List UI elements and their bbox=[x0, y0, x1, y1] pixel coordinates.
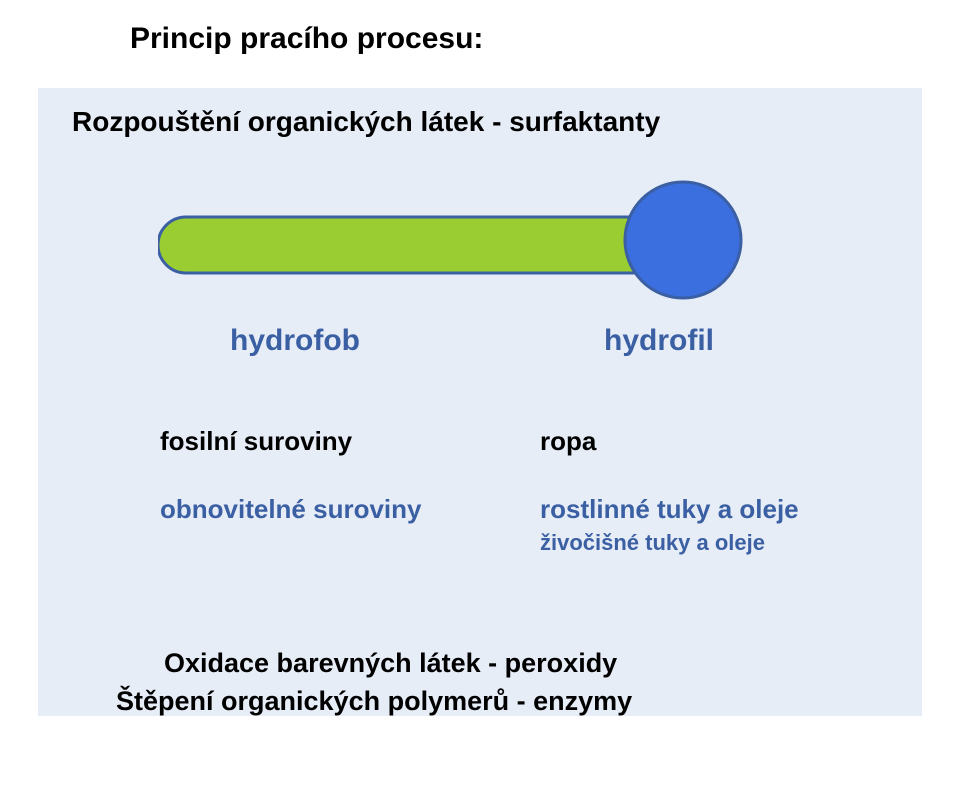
label-hydrofob: hydrofob bbox=[230, 324, 360, 358]
table-col2-row2: živočišné tuky a oleje bbox=[540, 530, 765, 556]
surfactant-diagram bbox=[158, 180, 758, 310]
footer-line-1: Oxidace barevných látek - peroxidy bbox=[164, 648, 617, 679]
hydrophilic-head bbox=[625, 182, 741, 298]
page-title: Princip pracího procesu: bbox=[130, 22, 483, 56]
footer-line-2: Štěpení organických polymerů - enzymy bbox=[116, 686, 632, 717]
hydrophobic-tail bbox=[158, 217, 678, 273]
table-col1-row0: fosilní suroviny bbox=[160, 426, 352, 457]
label-hydrofil: hydrofil bbox=[604, 324, 714, 358]
table-col1-row1: obnovitelné suroviny bbox=[160, 494, 422, 525]
table-col2-row0: ropa bbox=[540, 426, 596, 457]
table-col2-row1: rostlinné tuky a oleje bbox=[540, 494, 799, 525]
slide: Princip pracího procesu: Rozpouštění org… bbox=[0, 0, 960, 794]
subtitle: Rozpouštění organických látek - surfakta… bbox=[72, 106, 660, 138]
